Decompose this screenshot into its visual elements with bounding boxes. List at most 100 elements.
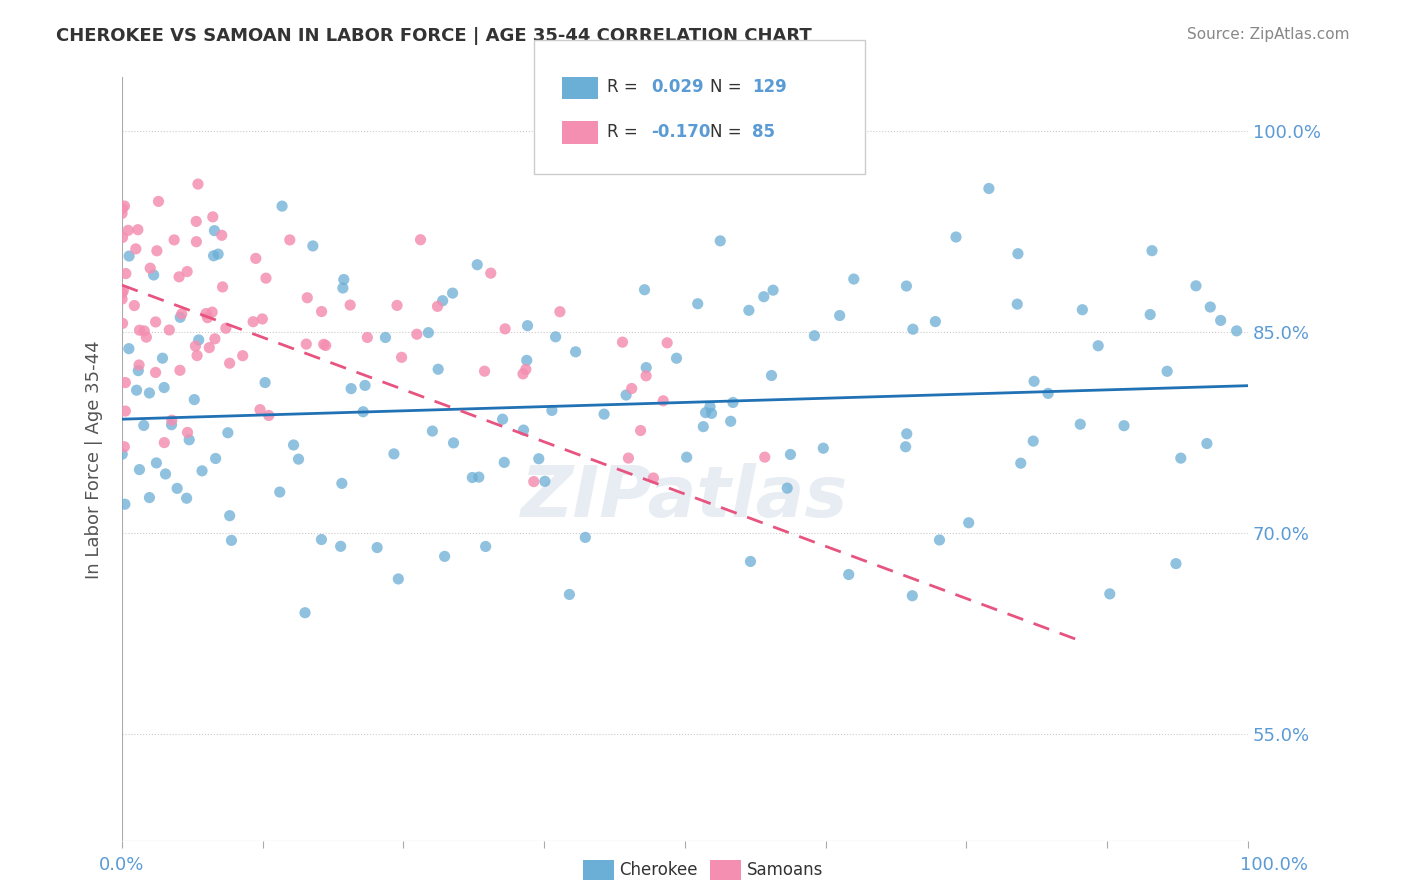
Point — [512, 367, 534, 381]
Point — [329, 539, 352, 553]
Point — [1139, 308, 1161, 322]
Point — [779, 447, 801, 461]
Point — [252, 312, 274, 326]
Point — [700, 406, 723, 420]
Point — [1098, 587, 1121, 601]
Point — [257, 409, 280, 423]
Point — [374, 330, 396, 344]
Point — [657, 335, 679, 350]
Point — [1209, 313, 1232, 327]
Point — [523, 475, 546, 489]
Point — [409, 233, 432, 247]
Point — [512, 423, 534, 437]
Point — [620, 382, 643, 396]
Point — [163, 233, 186, 247]
Point — [945, 230, 967, 244]
Point — [957, 516, 980, 530]
Point — [474, 364, 496, 378]
Point — [125, 242, 148, 256]
Point — [828, 309, 851, 323]
Point — [1010, 456, 1032, 470]
Point — [894, 440, 917, 454]
Point — [218, 356, 240, 370]
Point — [1022, 434, 1045, 449]
Y-axis label: In Labor Force | Age 35-44: In Labor Force | Age 35-44 — [86, 340, 103, 579]
Point — [1226, 324, 1249, 338]
Point — [515, 362, 537, 376]
Point — [474, 540, 496, 554]
Point — [418, 326, 440, 340]
Point — [132, 418, 155, 433]
Point — [195, 307, 218, 321]
Point — [111, 230, 134, 244]
Point — [170, 307, 193, 321]
Point — [249, 402, 271, 417]
Point — [1071, 302, 1094, 317]
Point — [443, 436, 465, 450]
Point — [302, 239, 325, 253]
Point — [217, 425, 239, 440]
Point — [516, 318, 538, 333]
Point — [333, 272, 356, 286]
Point — [391, 351, 413, 365]
Text: R =: R = — [607, 78, 644, 96]
Point — [176, 425, 198, 440]
Point — [176, 491, 198, 506]
Point — [135, 330, 157, 344]
Point — [432, 293, 454, 308]
Point — [1022, 374, 1045, 388]
Point — [686, 297, 709, 311]
Point — [114, 199, 136, 213]
Point — [197, 310, 219, 325]
Point — [762, 283, 785, 297]
Point — [111, 292, 134, 306]
Point — [630, 424, 652, 438]
Point — [114, 404, 136, 418]
Point — [155, 467, 177, 481]
Point — [145, 315, 167, 329]
Point — [901, 322, 924, 336]
Point — [385, 298, 408, 312]
Point — [245, 252, 267, 266]
Point — [426, 299, 449, 313]
Point — [643, 471, 665, 485]
Point — [803, 328, 825, 343]
Point — [612, 335, 634, 350]
Point — [468, 470, 491, 484]
Point — [721, 395, 744, 409]
Point — [332, 281, 354, 295]
Point — [166, 482, 188, 496]
Point — [901, 589, 924, 603]
Text: 100.0%: 100.0% — [1240, 856, 1308, 874]
Point — [614, 388, 637, 402]
Point — [315, 338, 337, 352]
Point — [928, 533, 950, 547]
Point — [433, 549, 456, 564]
Point — [352, 405, 374, 419]
Point — [541, 403, 564, 417]
Point — [118, 249, 141, 263]
Point — [114, 376, 136, 390]
Point — [128, 462, 150, 476]
Point — [516, 353, 538, 368]
Point — [1140, 244, 1163, 258]
Point — [494, 322, 516, 336]
Point — [179, 433, 201, 447]
Point — [491, 412, 513, 426]
Text: Cherokee: Cherokee — [619, 861, 697, 879]
Point — [145, 366, 167, 380]
Point — [287, 452, 309, 467]
Point — [479, 266, 502, 280]
Point — [1007, 246, 1029, 260]
Point — [169, 363, 191, 377]
Point — [254, 271, 277, 285]
Point — [114, 497, 136, 511]
Point — [1007, 297, 1029, 311]
Point — [153, 380, 176, 394]
Point — [138, 386, 160, 401]
Point — [339, 298, 361, 312]
Point — [387, 572, 409, 586]
Point — [204, 451, 226, 466]
Point — [187, 177, 209, 191]
Point — [752, 290, 775, 304]
